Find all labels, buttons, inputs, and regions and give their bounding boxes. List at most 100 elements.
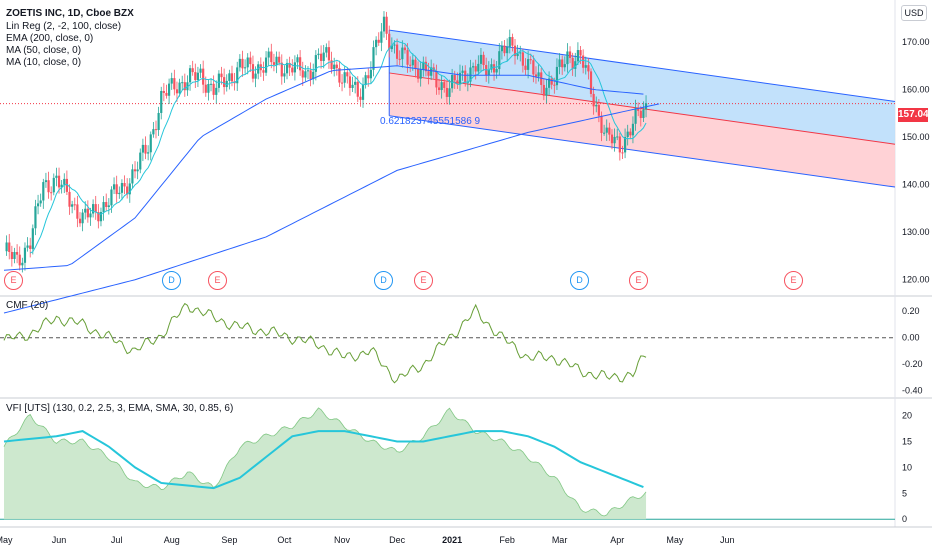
candle-body (207, 83, 210, 93)
candle-body (490, 64, 493, 70)
candle-body (78, 218, 82, 224)
candle-body (555, 66, 559, 86)
candle-body (537, 72, 540, 77)
indicator-linreg[interactable]: Lin Reg (2, -2, 100, close) (6, 21, 122, 32)
candle-body (131, 169, 134, 184)
x-tick-label: Apr (610, 535, 624, 545)
currency-button[interactable]: USD (901, 5, 927, 21)
candle-body (382, 16, 386, 32)
candle-body (39, 200, 42, 204)
candle-body (519, 52, 522, 54)
earnings-event-icon[interactable]: E (784, 271, 803, 290)
candle-body (613, 136, 616, 144)
candle-body (322, 52, 325, 61)
candle-body (340, 82, 344, 84)
candle-body (406, 50, 409, 65)
candle-body (264, 57, 268, 73)
candle-body (241, 58, 244, 69)
dividend-event-icon[interactable]: D (162, 271, 181, 290)
candle-body (451, 75, 454, 89)
cmf-pane (3, 302, 647, 384)
candle-body (458, 72, 462, 84)
y-tick-label: 160.00 (902, 85, 930, 95)
y-tick-label: -0.20 (902, 359, 923, 369)
candle-body (304, 71, 307, 78)
indicator-ma10[interactable]: MA (10, close, 0) (6, 57, 82, 68)
candle-body (196, 72, 200, 81)
candle-body (385, 16, 388, 34)
candle-body (309, 70, 312, 80)
candle-body (639, 110, 642, 118)
y-tick-label: 20 (902, 411, 912, 421)
dividend-event-icon[interactable]: D (570, 271, 589, 290)
candle-body (225, 80, 228, 88)
candle-body (306, 70, 310, 72)
x-tick-label: Dec (389, 535, 406, 545)
y-tick-label: 120.00 (902, 275, 930, 285)
candle-body (469, 67, 472, 82)
indicator-ema[interactable]: EMA (200, close, 0) (6, 33, 94, 44)
candle-body (529, 59, 532, 61)
candle-body (479, 54, 483, 64)
indicator-ma50[interactable]: MA (50, close, 0) (6, 45, 82, 56)
vfi-signal-line (3, 430, 644, 490)
candle-body (31, 228, 34, 249)
candle-body (26, 245, 29, 248)
candle-body (343, 72, 346, 83)
candle-body (254, 73, 257, 79)
candle-body (50, 192, 53, 194)
candle-body (474, 66, 477, 72)
candle-body (453, 75, 456, 81)
candle-body (167, 83, 171, 96)
candle-body (152, 129, 155, 135)
dividend-event-icon[interactable]: D (374, 271, 393, 290)
candle-body (579, 50, 582, 56)
candle-body (147, 152, 150, 154)
candle-body (230, 73, 234, 82)
earnings-event-icon[interactable]: E (414, 271, 433, 290)
candle-body (118, 192, 121, 195)
candle-body (126, 186, 129, 195)
candle-body (220, 73, 223, 78)
candle-body (482, 54, 485, 66)
y-tick-label: 10 (902, 462, 912, 472)
y-tick-label: 140.00 (902, 180, 930, 190)
candle-body (456, 80, 459, 84)
candle-body (574, 61, 577, 69)
candle-body (631, 123, 635, 136)
y-tick-label: 0.20 (902, 306, 920, 316)
candle-body (249, 57, 252, 65)
vfi-label[interactable]: VFI [UTS] (130, 0.2, 2.5, 3, EMA, SMA, 3… (6, 403, 234, 414)
y-tick-label: 15 (902, 436, 912, 446)
candle-body (170, 78, 173, 84)
candle-body (508, 37, 511, 47)
candle-body (236, 67, 239, 84)
candle-body (532, 60, 535, 75)
earnings-event-icon[interactable]: E (208, 271, 227, 290)
chart-title: ZOETIS INC, 1D, Cboe BZX (6, 8, 134, 19)
earnings-event-icon[interactable]: E (4, 271, 23, 290)
candle-body (327, 47, 331, 61)
candle-body (238, 58, 241, 68)
candle-body (228, 73, 231, 81)
candle-body (435, 70, 438, 88)
earnings-event-icon[interactable]: E (629, 271, 648, 290)
candle-body (191, 68, 194, 73)
cmf-label[interactable]: CMF (20) (6, 300, 49, 311)
candle-body (414, 59, 417, 70)
candle-body (390, 45, 393, 50)
candle-body (63, 178, 66, 185)
candle-body (267, 51, 270, 58)
candle-body (477, 63, 480, 72)
candle-body (84, 208, 87, 213)
candle-body (128, 183, 131, 195)
candle-body (136, 169, 139, 172)
candle-body (618, 136, 621, 153)
candle-body (76, 204, 79, 219)
candle-body (568, 51, 572, 58)
candle-body (13, 252, 16, 259)
candle-body (285, 62, 289, 74)
candle-body (178, 82, 181, 94)
candle-body (5, 242, 8, 252)
